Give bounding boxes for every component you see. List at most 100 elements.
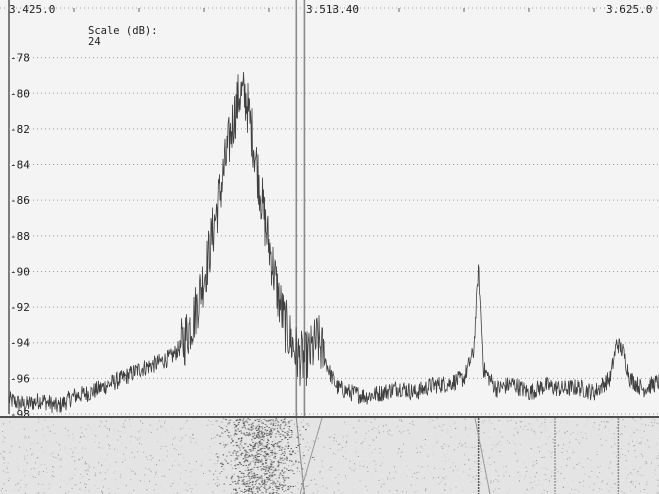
- waterfall-signal-dot: [260, 469, 263, 471]
- waterfall-noise-dot: [543, 489, 545, 491]
- waterfall-noise-dot: [52, 466, 54, 467]
- waterfall-signal-dot: [260, 454, 262, 456]
- waterfall-signal-dot: [278, 462, 281, 463]
- waterfall-signal-dot: [247, 418, 249, 420]
- waterfall-noise-dot: [38, 473, 40, 475]
- waterfall-noise-dot: [315, 483, 317, 485]
- waterfall-signal-dot: [232, 445, 235, 447]
- waterfall-signal-dot: [291, 431, 293, 433]
- waterfall-signal-dot: [251, 455, 253, 457]
- waterfall-noise-dot: [108, 492, 110, 494]
- waterfall-signal-dot: [258, 477, 260, 479]
- waterfall-signal-dot: [238, 419, 240, 421]
- waterfall-signal-dot: [268, 427, 270, 429]
- waterfall-signal-dot: [254, 456, 257, 458]
- waterfall-noise-dot: [569, 441, 571, 443]
- waterfall-signal-dot: [236, 458, 239, 460]
- waterfall-signal-dot: [273, 461, 275, 463]
- waterfall-signal-dot: [285, 445, 287, 447]
- waterfall-noise-dot: [16, 458, 18, 460]
- waterfall-noise-dot: [382, 456, 384, 458]
- waterfall-noise-dot: [235, 463, 237, 465]
- waterfall-noise-dot: [621, 490, 623, 492]
- waterfall-noise-dot: [319, 427, 321, 429]
- waterfall-noise-dot: [452, 462, 454, 463]
- waterfall-signal-dot: [278, 474, 281, 476]
- waterfall-noise-dot: [545, 427, 547, 429]
- waterfall-signal-dot: [241, 437, 243, 439]
- waterfall-noise-dot: [354, 468, 356, 470]
- waterfall-signal-dot: [280, 419, 283, 421]
- waterfall-signal-dot: [219, 443, 221, 445]
- waterfall-noise-dot: [634, 450, 636, 451]
- waterfall-noise-dot: [2, 450, 4, 452]
- waterfall-noise-dot: [2, 441, 4, 443]
- trace-layer: [8, 71, 659, 414]
- waterfall-panel[interactable]: [0, 416, 659, 494]
- waterfall-noise-dot: [334, 453, 336, 455]
- waterfall-signal-dot: [261, 481, 263, 483]
- waterfall-noise-dot: [209, 446, 211, 447]
- waterfall-noise-dot: [11, 427, 13, 429]
- waterfall-noise-dot: [632, 418, 634, 420]
- waterfall-noise-dot: [278, 467, 280, 469]
- waterfall-noise-dot: [64, 447, 65, 449]
- waterfall-signal-dot: [231, 475, 234, 477]
- waterfall-noise-dot: [453, 449, 455, 451]
- waterfall-signal-dot: [269, 474, 272, 476]
- waterfall-noise-dot: [547, 491, 548, 493]
- waterfall-noise-dot: [2, 423, 4, 425]
- waterfall-noise-dot: [171, 427, 173, 429]
- waterfall-noise-dot: [148, 468, 150, 470]
- waterfall-noise-dot: [553, 475, 555, 476]
- waterfall-noise-dot: [437, 440, 439, 442]
- waterfall-signal-dot: [268, 447, 271, 449]
- waterfall-noise-dot: [367, 471, 369, 472]
- waterfall-noise-dot: [586, 418, 588, 420]
- waterfall-noise-dot: [137, 474, 139, 476]
- waterfall-noise-dot: [470, 481, 472, 483]
- waterfall-noise-dot: [616, 438, 618, 440]
- spectrum-panel[interactable]: -78 -80 -82 -84 -86 -88 -90 -92 -94 -96 -98 3.425.…: [0, 0, 659, 421]
- waterfall-signal-dot: [264, 470, 267, 472]
- waterfall-noise-dot: [528, 423, 530, 425]
- waterfall-signal-dot: [266, 458, 269, 460]
- waterfall-noise-dot: [390, 430, 392, 432]
- waterfall-noise-dot: [355, 441, 357, 443]
- waterfall-signal-dot: [244, 451, 247, 453]
- waterfall-noise-dot: [396, 426, 398, 428]
- waterfall-noise-dot: [526, 471, 528, 473]
- waterfall-noise-dot: [130, 468, 132, 470]
- waterfall-signal-dot: [219, 462, 222, 464]
- waterfall-noise-dot: [120, 474, 122, 476]
- waterfall-signal-dot: [249, 486, 251, 488]
- waterfall-noise-dot: [140, 420, 142, 422]
- waterfall-noise-dot: [480, 461, 482, 463]
- waterfall-noise-dot: [174, 437, 176, 439]
- waterfall-noise-dot: [365, 486, 367, 488]
- waterfall-signal-dot: [230, 460, 232, 462]
- waterfall-noise-dot: [302, 452, 304, 454]
- waterfall-noise-dot: [214, 441, 216, 443]
- waterfall-signal-dot: [284, 448, 286, 450]
- waterfall-signal-dot: [281, 450, 283, 452]
- spectrum-plot[interactable]: -78-80-82-84-86-88-90-92-94-96-98 3.425.…: [0, 0, 659, 421]
- waterfall-signal-dot: [277, 462, 280, 464]
- waterfall-signal-dot: [262, 463, 264, 465]
- waterfall-noise-dot: [631, 482, 632, 483]
- waterfall-signal-dot: [244, 475, 246, 477]
- waterfall-noise-dot: [576, 489, 578, 491]
- waterfall-signal-dot: [276, 427, 279, 429]
- waterfall-noise-dot: [489, 480, 491, 482]
- waterfall-signal-dot: [241, 452, 243, 454]
- waterfall-noise-dot: [345, 424, 347, 426]
- waterfall-noise-dot: [499, 451, 501, 452]
- waterfall-signal-dot: [247, 480, 249, 482]
- waterfall-noise-dot: [104, 478, 106, 480]
- waterfall-signal-dot: [252, 487, 254, 489]
- waterfall-noise-dot: [143, 452, 145, 453]
- waterfall-noise-dot: [312, 440, 314, 442]
- waterfall-signal-dot: [269, 430, 271, 432]
- waterfall-noise-dot: [455, 465, 456, 467]
